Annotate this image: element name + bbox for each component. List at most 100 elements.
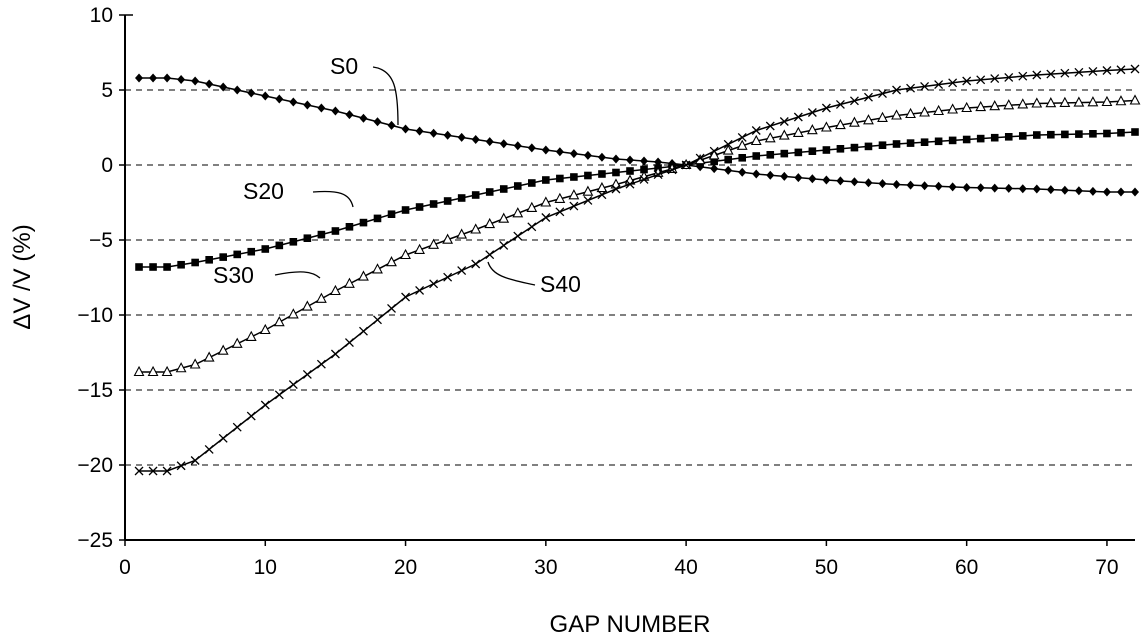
data-point (751, 126, 761, 135)
y-tick-label: 10 (90, 4, 113, 27)
data-point (359, 326, 368, 336)
data-point (456, 228, 468, 239)
data-point (484, 217, 496, 229)
data-point (1102, 187, 1111, 197)
data-point (387, 303, 396, 313)
x-tick-label: 20 (394, 556, 417, 579)
data-point (570, 173, 578, 181)
data-point (443, 197, 452, 205)
series-line (139, 68, 1136, 472)
data-point (1018, 184, 1027, 194)
data-point (415, 126, 424, 136)
data-point (443, 130, 452, 140)
data-point (766, 170, 775, 180)
data-point (330, 349, 340, 359)
data-point (1089, 130, 1097, 138)
data-point (1032, 184, 1041, 194)
data-point (990, 183, 999, 193)
y-tick-label: 0 (101, 154, 113, 177)
data-point (400, 248, 411, 260)
data-point (1116, 187, 1125, 197)
data-point (934, 80, 944, 90)
data-point (315, 292, 327, 303)
data-point (205, 79, 214, 89)
data-point (261, 91, 270, 101)
series-label-s0: S0 (330, 53, 358, 79)
data-point (892, 140, 901, 148)
data-point (640, 156, 649, 166)
data-point (259, 323, 271, 335)
data-point (331, 106, 340, 116)
data-point (387, 120, 396, 130)
data-point (1033, 131, 1041, 139)
data-point (878, 179, 887, 189)
data-point (457, 132, 466, 142)
data-point (849, 96, 859, 106)
data-point (806, 124, 818, 135)
data-point (555, 147, 564, 157)
data-point (162, 466, 172, 476)
data-point (191, 258, 199, 267)
data-point (1061, 130, 1069, 139)
series-layer (133, 64, 1141, 476)
series-line (139, 77, 1135, 193)
data-point (1017, 98, 1029, 109)
data-point (1004, 72, 1014, 82)
data-point (962, 183, 971, 192)
data-point (710, 164, 719, 174)
data-point (176, 461, 186, 471)
data-point (344, 277, 355, 288)
data-point (247, 88, 256, 98)
data-point (765, 121, 775, 131)
data-point (584, 171, 592, 180)
data-point (1115, 95, 1127, 106)
data-point (780, 171, 789, 181)
data-point (219, 82, 228, 92)
data-point (989, 100, 1001, 111)
data-point (233, 85, 242, 95)
data-point (1102, 66, 1112, 75)
series-s0 (135, 73, 1139, 197)
data-point (1131, 128, 1139, 136)
x-tick-label: 40 (674, 556, 697, 579)
data-point (850, 143, 859, 152)
data-point (919, 106, 930, 117)
data-point (626, 155, 634, 165)
data-point (612, 168, 620, 177)
data-point (303, 100, 312, 110)
data-point (541, 145, 550, 155)
data-point (499, 240, 509, 250)
data-point (597, 152, 606, 162)
data-point (736, 139, 748, 150)
data-point (920, 181, 929, 191)
data-point (526, 201, 538, 212)
y-tick-label: −15 (77, 379, 113, 402)
leader-line (487, 261, 536, 286)
data-point (190, 456, 200, 465)
annotations: S0 S20 S30 S40 (213, 53, 581, 297)
data-point (442, 233, 454, 244)
data-point (372, 263, 383, 274)
data-point (568, 189, 580, 200)
data-point (345, 110, 354, 120)
data-point (470, 223, 482, 234)
data-point (738, 154, 747, 162)
data-point (289, 97, 298, 107)
data-point (598, 170, 606, 178)
data-point (708, 149, 720, 160)
data-point (976, 134, 985, 143)
data-point (133, 365, 145, 377)
data-point (1073, 96, 1085, 107)
data-point (1075, 130, 1083, 138)
data-point (709, 146, 719, 156)
data-point (415, 203, 424, 211)
series-s20 (135, 128, 1139, 271)
series-label-s30: S30 (213, 262, 254, 288)
data-point (906, 180, 915, 190)
data-point (611, 154, 620, 164)
data-point (288, 380, 298, 390)
data-point (1060, 68, 1070, 78)
data-point (373, 315, 382, 325)
data-point (934, 137, 943, 146)
data-point (948, 182, 957, 192)
